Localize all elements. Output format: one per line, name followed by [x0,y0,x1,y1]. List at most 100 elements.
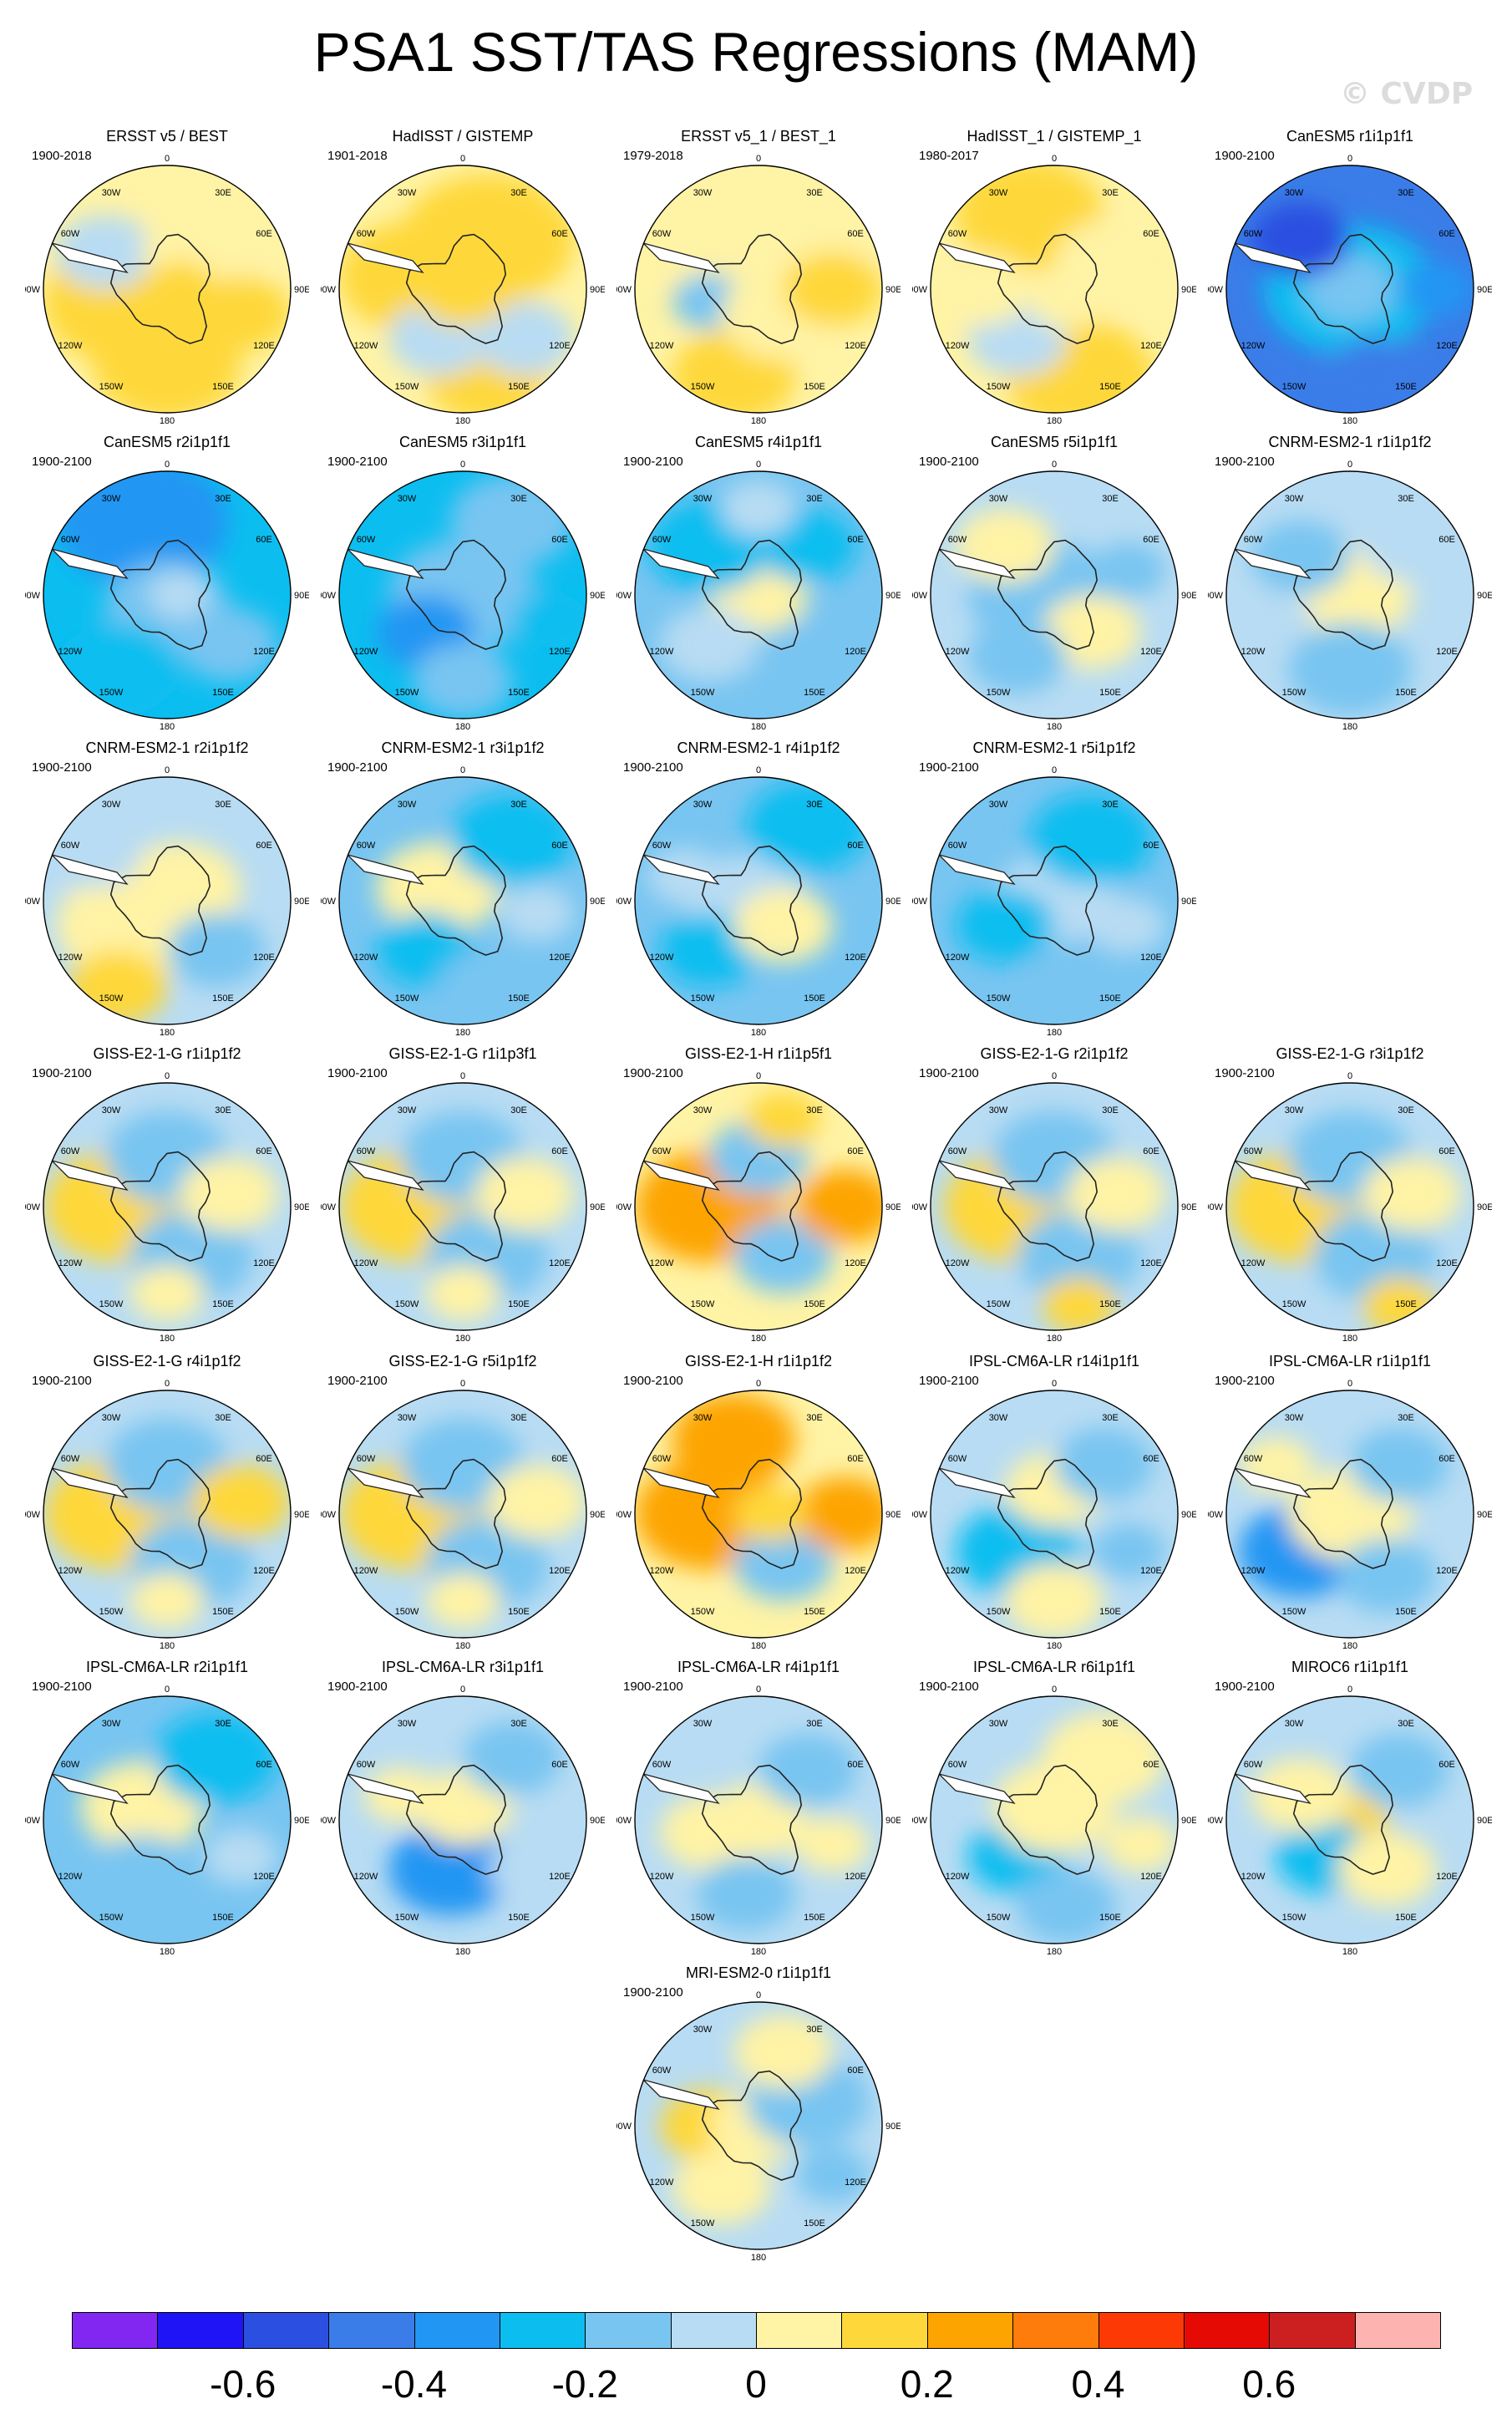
longitude-label: 90E [1181,1510,1196,1520]
longitude-label: 120W [650,1566,674,1576]
anomaly-region [179,1156,279,1232]
panel-title: CNRM-ESM2-1 r1i1p1f2 [1268,434,1432,450]
longitude-label: 30E [806,1719,823,1729]
panel-years: 1900-2100 [32,455,92,469]
anomaly-region [795,1476,882,1552]
anomaly-region [191,1464,291,1539]
panel-years: 1900-2100 [1215,1374,1275,1388]
longitude-label: 60E [551,1454,568,1464]
map-frame [1225,165,1474,414]
longitude-label: 150W [987,382,1011,392]
longitude-label: 30E [1398,1719,1414,1729]
longitude-label: 60W [357,1454,376,1464]
anomaly-region [500,885,575,942]
longitude-label: 120W [354,953,378,963]
longitude-label: 90E [1477,1816,1492,1826]
anomaly-region [783,252,882,327]
longitude-label: 0 [460,1685,465,1695]
map-panel: CNRM-ESM2-1 r2i1p1f2 1900-2100 0 30E 60E 90E 1… [25,739,309,1039]
polar-map: 0 30E 60E 90E 120E 150E 180 150W 120W 90W 60W 30W [616,1379,901,1651]
antarctica-outline [405,1764,507,1875]
longitude-label: 120E [253,341,275,351]
panel-years: 1900-2100 [919,1374,979,1388]
longitude-label: 150W [99,382,124,392]
anomaly-region [733,2014,833,2089]
south-america-outline [345,547,424,580]
panel-title: GISS-E2-1-G r2i1p1f2 [980,1045,1129,1062]
colorbar-swatch [72,2312,159,2349]
longitude-label: 30W [1285,494,1304,504]
longitude-label: 120E [845,647,866,657]
longitude-label: 30E [1398,1105,1414,1116]
longitude-label: 90W [616,2122,632,2132]
longitude-label: 90W [616,1202,632,1212]
longitude-label: 180 [160,1947,175,1957]
polar-map: 0 30E 60E 90E 120E 150E 180 150W 120W 90W 60W 30W [25,154,309,426]
map-panel: ERSST v5_1 / BEST_1 1979-2018 0 30E 60E 90E 12… [616,127,901,428]
anomaly-region [179,607,279,682]
longitude-label: 150E [508,688,530,698]
anomaly-region [746,1092,820,1148]
longitude-label: 30E [510,494,527,504]
polar-map: 0 30E 60E 90E 120E 150E 180 150W 120W 90W 60W 30W [616,1990,901,2263]
longitude-label: 90E [294,591,309,601]
longitude-label: 150W [987,1913,1011,1923]
longitude-label: 60E [256,841,272,851]
map-panel: GISS-E2-1-G r2i1p1f2 1900-2100 0 30E 60E 90E 1… [912,1044,1196,1345]
map-frame [634,470,883,719]
south-america-outline [641,2078,720,2111]
longitude-label: 120E [1140,341,1162,351]
map-panel: CanESM5 r5i1p1f1 1900-2100 0 30E 60E 90E 120E 1… [912,433,1196,734]
longitude-label: 150E [804,2218,825,2229]
map-frame [338,1082,587,1331]
south-america-outline [345,1772,424,1805]
longitude-label: 150E [804,1299,825,1309]
anomaly-region [438,950,537,1024]
longitude-label: 60E [1143,841,1159,851]
longitude-label: 30W [398,494,417,504]
longitude-label: 120E [845,1872,866,1882]
map-panel: CanESM5 r3i1p1f1 1900-2100 0 30E 60E 90E 120E 1… [321,433,605,734]
longitude-label: 90E [885,1816,901,1826]
longitude-label: 150W [1282,688,1307,698]
longitude-label: 90E [1181,1202,1196,1212]
longitude-label: 180 [1047,1641,1062,1651]
longitude-label: 120W [354,647,378,657]
longitude-label: 0 [1347,1071,1352,1081]
panel-title: ERSST v5_1 / BEST_1 [681,128,836,145]
anomaly-region [1362,508,1462,583]
longitude-label: 60W [1244,1454,1263,1464]
longitude-label: 60W [61,1146,80,1156]
longitude-label: 90W [616,285,632,295]
longitude-label: 180 [751,416,766,426]
longitude-label: 150W [99,1607,124,1617]
colorbar-swatch [1012,2312,1099,2349]
colorbar-swatch [670,2312,757,2349]
longitude-label: 30W [102,1413,121,1423]
longitude-label: 60W [357,1760,376,1770]
longitude-label: 90E [1477,285,1492,295]
antarctica-outline [701,1764,803,1875]
anomaly-region [425,1265,500,1321]
longitude-label: 120W [1241,647,1266,657]
longitude-label: 90W [616,1816,632,1826]
anomaly-region [512,592,586,648]
longitude-label: 120W [650,341,674,351]
longitude-label: 150W [691,994,715,1004]
antarctica-outline [1292,1764,1394,1875]
longitude-label: 60W [652,229,672,239]
longitude-label: 90E [1181,285,1196,295]
antarctica-outline [109,233,211,344]
longitude-label: 120E [549,1872,571,1882]
longitude-label: 60W [652,1760,672,1770]
panel-years: 1900-2100 [623,1066,683,1080]
map-panel: CNRM-ESM2-1 r1i1p1f2 1900-2100 0 30E 60E 90E 1… [1208,433,1492,734]
longitude-label: 0 [756,460,761,470]
anomaly-region [1325,338,1424,413]
longitude-label: 90W [25,897,41,907]
panel-years: 1900-2100 [623,1374,683,1388]
panel-years: 1900-2100 [623,760,683,775]
panel-years: 1900-2100 [327,455,388,469]
longitude-label: 60W [652,1146,672,1156]
longitude-label: 120W [58,341,83,351]
